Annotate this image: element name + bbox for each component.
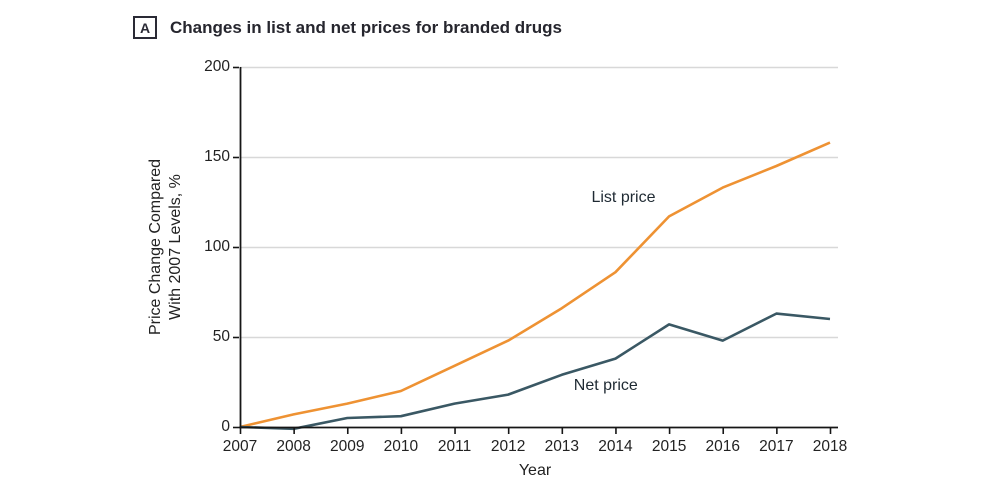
series-line-net-price	[239, 312, 831, 431]
y-tick-label-200: 200	[204, 58, 230, 75]
panel-label: A	[139, 19, 151, 36]
y-tick-label-100: 100	[204, 238, 230, 255]
x-tick-label-2017: 2017	[759, 438, 794, 455]
x-tick-label-2015: 2015	[651, 438, 687, 455]
x-tick-label-2009: 2009	[330, 438, 365, 455]
x-tick-label-2016: 2016	[705, 438, 740, 455]
x-tick-label-2010: 2010	[383, 438, 419, 455]
y-axis-title: Price Change Compared With 2007 Levels, …	[146, 159, 186, 335]
y-tick-label-50: 50	[212, 328, 230, 345]
series-line-list-price	[239, 141, 831, 429]
x-tick-label-2011: 2011	[437, 438, 472, 455]
series-label-list-price: List price	[591, 189, 656, 207]
y-axis-title-line2: With 2007 Levels, %	[167, 174, 184, 320]
x-tick-label-2014: 2014	[598, 438, 633, 455]
chart-title: Changes in list and net prices for brand…	[170, 18, 563, 37]
x-tick-label-2012: 2012	[490, 438, 526, 455]
x-tick-label-2013: 2013	[544, 438, 580, 455]
x-tick-label-2008: 2008	[276, 438, 311, 455]
y-axis-title-line1: Price Change Compared	[147, 158, 164, 336]
panel-label-box: A	[133, 16, 157, 39]
x-axis-title: Year	[518, 462, 552, 479]
x-tick-label-2007: 2007	[222, 438, 258, 455]
x-tick-label-2018: 2018	[812, 438, 848, 455]
y-tick-label-0: 0	[221, 418, 230, 435]
y-tick-label-150: 150	[204, 148, 230, 165]
series-label-net-price: Net price	[573, 376, 638, 394]
